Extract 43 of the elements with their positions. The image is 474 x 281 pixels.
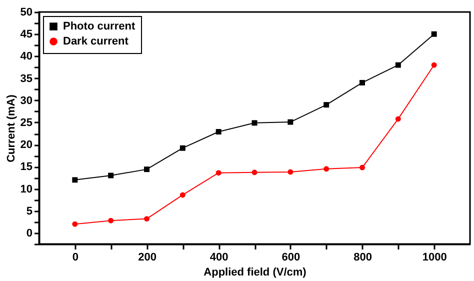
y-tick-label: 0 [26,227,32,240]
point [180,192,186,198]
point [288,119,294,125]
x-axis-title: Applied field (V/cm) [204,266,307,278]
y-tick-label: 20 [20,139,32,152]
point [395,62,401,68]
legend-label: Photo current [63,20,136,32]
point [180,145,186,151]
y-tick-label: 40 [20,50,32,63]
x-tick-label: 800 [354,252,372,264]
point [360,164,365,170]
y-tick-label: 5 [26,205,32,218]
point [216,129,222,134]
x-tick-label: 400 [210,252,228,264]
point [216,170,222,176]
point [108,218,114,224]
y-tick-label: 50 [20,6,32,18]
y-tick-label: 30 [20,94,32,107]
point [288,169,294,175]
point [72,177,78,183]
point [108,172,114,178]
y-tick-label: 10 [20,183,32,196]
x-tick-label: 0 [72,252,78,264]
point [431,31,437,37]
x-tick-label: 1000 [422,252,447,264]
y-tick-label: 15 [20,161,32,174]
point [252,120,258,126]
point [395,116,401,122]
x-tick-label: 200 [138,252,156,264]
point [360,80,365,86]
y-tick-label: 35 [20,72,32,85]
point [144,216,150,222]
point [324,102,330,108]
point [72,221,78,227]
point [324,166,330,172]
y-axis-title: Current (mA) [5,94,18,162]
y-tick-label: 25 [20,116,32,129]
legend-label: Dark current [63,36,129,48]
point [144,166,150,172]
x-tick-label: 600 [282,252,300,264]
point [431,62,437,68]
point [252,170,258,176]
y-tick-label: 45 [20,28,32,41]
